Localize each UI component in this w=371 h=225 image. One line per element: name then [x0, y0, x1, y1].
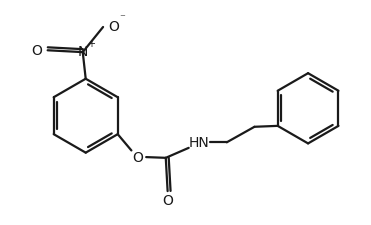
Text: HN: HN: [189, 136, 209, 150]
Text: O: O: [162, 193, 173, 207]
Text: O: O: [31, 44, 42, 58]
Text: O: O: [108, 20, 119, 34]
Text: +: +: [87, 38, 95, 48]
Text: ⁻: ⁻: [119, 13, 125, 23]
Text: N: N: [78, 45, 88, 59]
Text: O: O: [132, 151, 144, 164]
